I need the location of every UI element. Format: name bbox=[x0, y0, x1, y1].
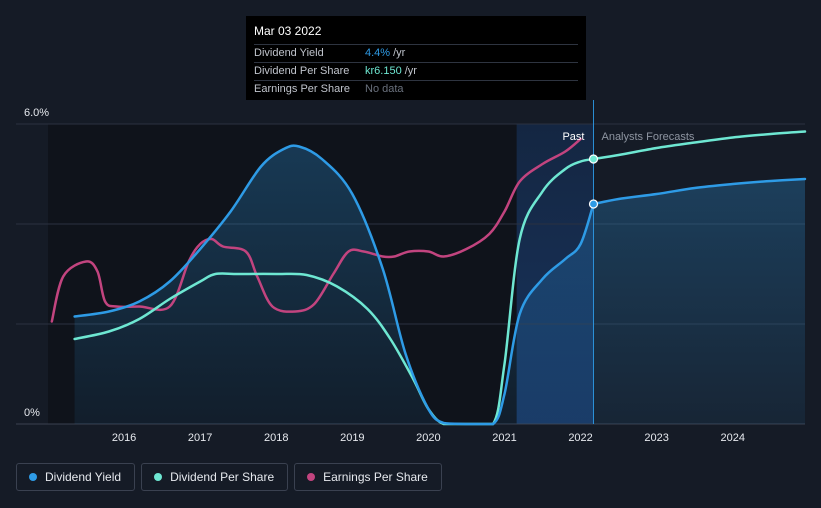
legend-label: Dividend Per Share bbox=[170, 470, 275, 484]
legend-dot-icon bbox=[154, 473, 163, 481]
dividend-per-share-forecast-line bbox=[592, 130, 807, 161]
y-tick-bottom: 0% bbox=[24, 407, 40, 419]
x-tick-label: 2023 bbox=[644, 432, 668, 444]
dividend-yield-forecast-line bbox=[592, 177, 807, 206]
tooltip-value: No data bbox=[365, 83, 404, 95]
tooltip-date: Mar 03 2022 bbox=[254, 24, 322, 38]
y-tick-top: 6.0% bbox=[24, 107, 49, 119]
legend-label: Earnings Per Share bbox=[323, 470, 428, 484]
hover-markers bbox=[588, 154, 599, 209]
x-axis-ticks: 2016 2017 2018 2019 2020 2021 2022 2023 2024 bbox=[112, 432, 745, 444]
tooltip-unit: /yr bbox=[404, 65, 417, 77]
legend-dividend-per-share[interactable]: Dividend Per Share bbox=[141, 463, 289, 491]
x-tick-label: 2021 bbox=[492, 432, 516, 444]
forecast-label: Analysts Forecasts bbox=[601, 131, 694, 143]
legend-dot-icon bbox=[307, 473, 316, 481]
dividend-yield-marker bbox=[588, 199, 599, 209]
tooltip-label: Dividend Yield bbox=[254, 47, 324, 59]
legend-dividend-yield[interactable]: Dividend Yield bbox=[16, 463, 136, 491]
legend-earnings-per-share[interactable]: Earnings Per Share bbox=[294, 463, 442, 491]
dividend-per-share-marker bbox=[588, 154, 599, 164]
x-tick-label: 2018 bbox=[264, 432, 288, 444]
tooltip-unit: /yr bbox=[393, 47, 406, 59]
past-label: Past bbox=[562, 131, 584, 143]
tooltip-value: 4.4% bbox=[365, 47, 391, 59]
x-tick-label: 2020 bbox=[416, 432, 440, 444]
x-tick-label: 2022 bbox=[568, 432, 592, 444]
dividend-per-share-line bbox=[73, 157, 595, 426]
tooltip-row-dividend-per-share: Dividend Per Share kr6.150 /yr bbox=[254, 62, 578, 80]
x-tick-label: 2016 bbox=[112, 432, 136, 444]
dividend-yield-line bbox=[73, 144, 595, 426]
earnings-per-share-line bbox=[50, 137, 582, 323]
legend-dot-icon bbox=[29, 473, 37, 481]
tooltip-value: kr6.150 bbox=[365, 65, 402, 77]
x-tick-label: 2019 bbox=[340, 432, 364, 444]
tooltip-label: Dividend Per Share bbox=[254, 65, 350, 77]
tooltip-row-earnings-per-share: Earnings Per Share No data bbox=[254, 80, 578, 98]
tooltip: Mar 03 2022 Dividend Yield 4.4% /yr Divi… bbox=[246, 16, 586, 100]
legend: Dividend Yield Dividend Per Share Earnin… bbox=[16, 463, 442, 491]
series-lines bbox=[50, 130, 807, 426]
tooltip-label: Earnings Per Share bbox=[254, 83, 350, 95]
dividend-yield-forecast-area bbox=[593, 179, 805, 424]
tooltip-row-dividend-yield: Dividend Yield 4.4% /yr bbox=[254, 44, 578, 62]
legend-label: Dividend Yield bbox=[45, 470, 122, 484]
x-tick-label: 2024 bbox=[720, 432, 744, 444]
x-tick-label: 2017 bbox=[188, 432, 212, 444]
